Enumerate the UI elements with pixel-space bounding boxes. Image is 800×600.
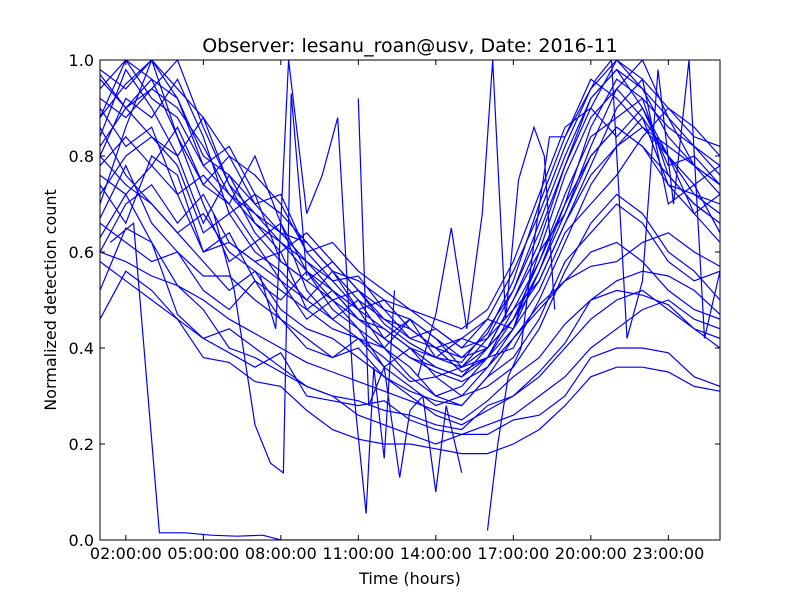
- y-tick-label: 0.8: [69, 147, 94, 166]
- series-segment-5: [417, 60, 556, 377]
- y-tick-label: 0.4: [69, 339, 94, 358]
- y-tick-label: 0.6: [69, 243, 94, 262]
- x-axis-ticks: 02:00:00 05:00:00 08:00:00 11:00:00 14:00:00…: [90, 60, 704, 563]
- x-tick-label: 14:00:00: [400, 544, 472, 563]
- series-line-3: [100, 193, 720, 431]
- series-lines: [100, 60, 720, 540]
- x-tick-label: 02:00:00: [90, 544, 162, 563]
- series-line-5: [100, 164, 720, 407]
- x-tick-label: 05:00:00: [167, 544, 239, 563]
- series-line-21: [100, 222, 720, 407]
- plot-frame: [99, 59, 721, 541]
- series-segment-3: [259, 60, 396, 514]
- series-line-22: [100, 106, 720, 330]
- series-line-18: [100, 68, 720, 349]
- y-tick-label: 0.2: [69, 435, 94, 454]
- series-line-4: [100, 251, 720, 421]
- y-tick-label: 0.0: [69, 531, 94, 550]
- y-tick-label: 1.0: [69, 51, 94, 70]
- series-segment-4: [357, 98, 463, 493]
- x-tick-label: 11:00:00: [322, 544, 394, 563]
- x-tick-label: 08:00:00: [245, 544, 317, 563]
- y-axis-label: Normalized detection count: [41, 189, 60, 411]
- series-line-24: [100, 60, 720, 369]
- x-tick-label: 23:00:00: [632, 544, 704, 563]
- series-line-23: [100, 78, 720, 378]
- series-segment-1: [109, 222, 359, 540]
- x-axis-label: Time (hours): [358, 569, 461, 588]
- series-line-12: [100, 77, 720, 349]
- chart-title: Observer: lesanu_roan@usv, Date: 2016-11: [202, 35, 618, 57]
- series-line-25: [100, 261, 720, 445]
- x-tick-label: 17:00:00: [477, 544, 549, 563]
- series-line-15: [100, 126, 720, 426]
- series-segment-6: [486, 60, 720, 531]
- x-tick-label: 20:00:00: [555, 544, 627, 563]
- series-line-1: [100, 270, 720, 455]
- series-line-19: [100, 135, 720, 407]
- series-segment-2: [213, 93, 308, 474]
- y-axis-ticks: 0.0 0.2 0.4 0.6 0.8 1.0: [69, 51, 720, 550]
